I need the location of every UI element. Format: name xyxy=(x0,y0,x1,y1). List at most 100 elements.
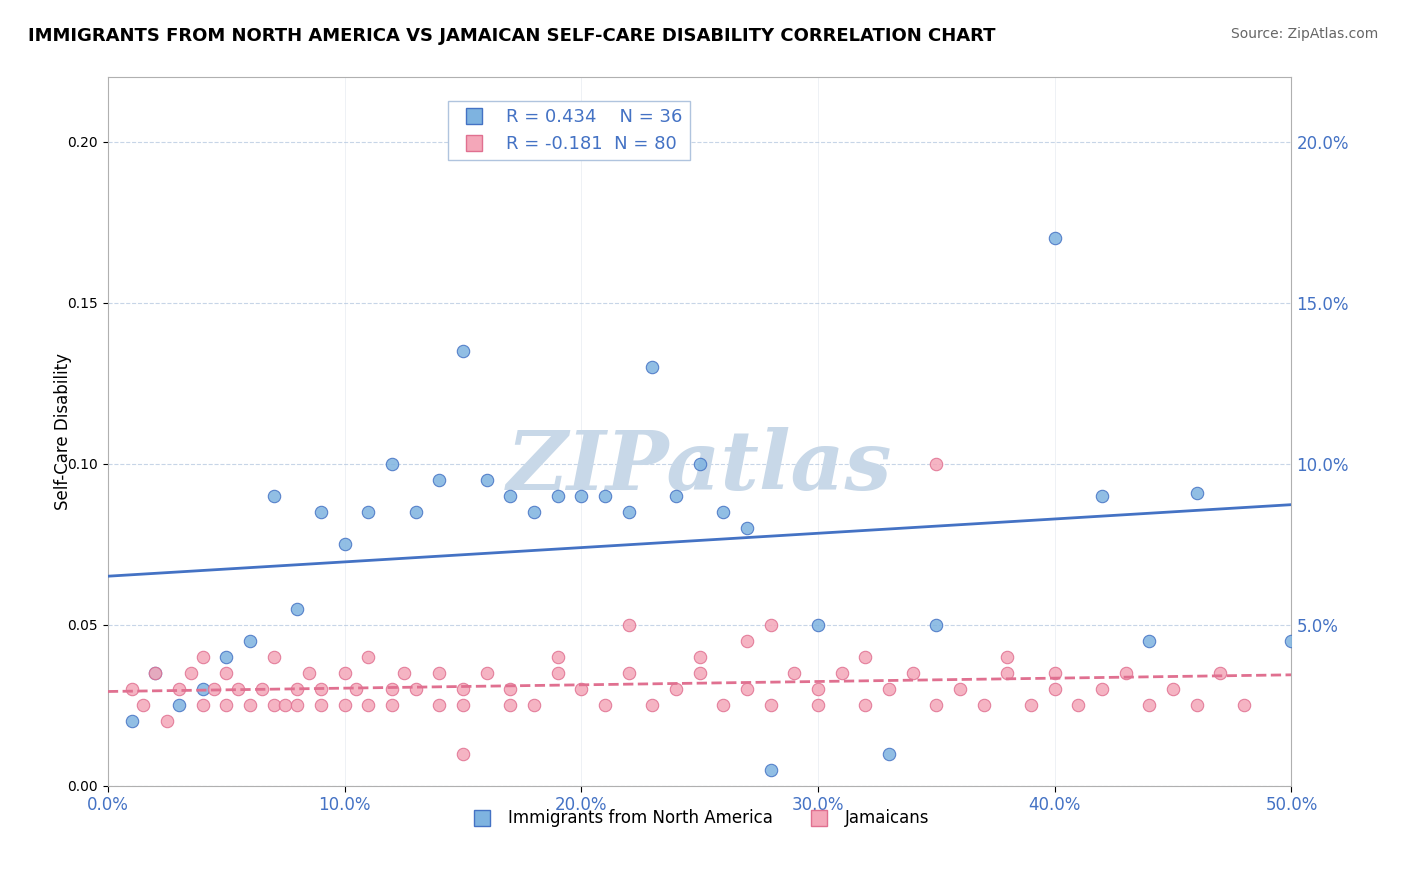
Point xyxy=(333,666,356,681)
Text: IMMIGRANTS FROM NORTH AMERICA VS JAMAICAN SELF-CARE DISABILITY CORRELATION CHART: IMMIGRANTS FROM NORTH AMERICA VS JAMAICA… xyxy=(28,27,995,45)
Point xyxy=(523,698,546,713)
Point xyxy=(641,698,664,713)
Point xyxy=(783,666,806,681)
Point xyxy=(392,666,415,681)
Point xyxy=(263,650,285,665)
Point xyxy=(1091,682,1114,697)
Point xyxy=(593,698,616,713)
Point xyxy=(593,489,616,503)
Point xyxy=(995,650,1018,665)
Point xyxy=(309,505,332,519)
Point xyxy=(215,666,238,681)
Point xyxy=(121,714,143,729)
Point xyxy=(333,537,356,551)
Point xyxy=(901,666,924,681)
Point xyxy=(1281,633,1303,648)
Point xyxy=(1185,698,1208,713)
Point xyxy=(759,617,782,632)
Point xyxy=(427,473,450,487)
Point xyxy=(735,521,758,535)
Point xyxy=(853,650,876,665)
Point xyxy=(274,698,297,713)
Legend: Immigrants from North America, Jamaicans: Immigrants from North America, Jamaicans xyxy=(464,803,936,834)
Point xyxy=(475,666,498,681)
Point xyxy=(1161,682,1184,697)
Point xyxy=(1139,633,1161,648)
Point xyxy=(711,698,734,713)
Point xyxy=(1019,698,1042,713)
Point xyxy=(1043,682,1066,697)
Point xyxy=(451,698,474,713)
Point xyxy=(333,698,356,713)
Point xyxy=(735,633,758,648)
Point xyxy=(665,682,688,697)
Point xyxy=(451,747,474,761)
Point xyxy=(665,489,688,503)
Point xyxy=(569,489,592,503)
Point xyxy=(239,633,262,648)
Point xyxy=(759,763,782,777)
Text: Source: ZipAtlas.com: Source: ZipAtlas.com xyxy=(1230,27,1378,41)
Point xyxy=(1067,698,1090,713)
Point xyxy=(1233,698,1256,713)
Point xyxy=(689,457,711,471)
Point xyxy=(451,344,474,359)
Point xyxy=(617,666,640,681)
Point xyxy=(405,682,427,697)
Point xyxy=(877,747,900,761)
Point xyxy=(689,650,711,665)
Point xyxy=(877,682,900,697)
Point xyxy=(995,666,1018,681)
Point xyxy=(143,666,166,681)
Point xyxy=(309,698,332,713)
Point xyxy=(143,666,166,681)
Point xyxy=(499,698,522,713)
Point xyxy=(1209,666,1232,681)
Point xyxy=(215,650,238,665)
Point xyxy=(298,666,321,681)
Point xyxy=(427,698,450,713)
Point xyxy=(711,505,734,519)
Point xyxy=(641,360,664,375)
Point xyxy=(191,682,214,697)
Point xyxy=(807,617,830,632)
Point xyxy=(547,650,569,665)
Point xyxy=(346,682,368,697)
Point xyxy=(191,650,214,665)
Point xyxy=(451,682,474,697)
Point xyxy=(357,650,380,665)
Point xyxy=(617,617,640,632)
Point xyxy=(132,698,155,713)
Point xyxy=(381,682,404,697)
Point xyxy=(925,617,948,632)
Point xyxy=(547,489,569,503)
Point xyxy=(285,698,308,713)
Point xyxy=(759,698,782,713)
Point xyxy=(191,698,214,713)
Point xyxy=(831,666,853,681)
Point xyxy=(357,505,380,519)
Point xyxy=(1115,666,1137,681)
Point xyxy=(1043,231,1066,245)
Point xyxy=(156,714,179,729)
Point xyxy=(949,682,972,697)
Point xyxy=(547,666,569,681)
Point xyxy=(202,682,225,697)
Point xyxy=(167,698,190,713)
Point xyxy=(807,682,830,697)
Point xyxy=(263,698,285,713)
Point xyxy=(381,698,404,713)
Point xyxy=(215,698,238,713)
Point xyxy=(1043,666,1066,681)
Point xyxy=(853,698,876,713)
Point xyxy=(180,666,202,681)
Point xyxy=(925,698,948,713)
Point xyxy=(239,698,262,713)
Point xyxy=(226,682,249,697)
Point xyxy=(735,682,758,697)
Point xyxy=(523,505,546,519)
Point xyxy=(121,682,143,697)
Point xyxy=(167,682,190,697)
Point xyxy=(263,489,285,503)
Point xyxy=(250,682,273,697)
